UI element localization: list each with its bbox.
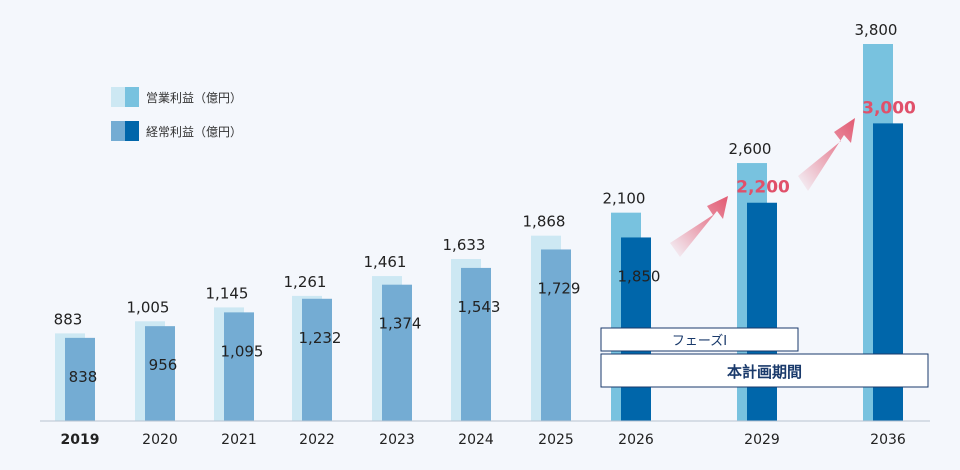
x-tick-label: 2020 — [142, 432, 178, 448]
value-label-ordinary: 1,374 — [379, 315, 422, 333]
plan-annotations: フェーズⅠ 本計画期間 — [600, 327, 929, 388]
value-label-operating: 883 — [54, 310, 83, 328]
value-label-ordinary: 2,200 — [736, 178, 790, 198]
x-tick-label: 2036 — [870, 432, 906, 448]
x-tick-label: 2029 — [744, 432, 780, 448]
value-label-ordinary: 1,232 — [299, 329, 342, 347]
x-tick-label: 2026 — [618, 432, 654, 448]
value-label-ordinary: 1,095 — [221, 342, 264, 360]
value-label-ordinary: 838 — [69, 368, 98, 386]
bar-ordinary — [224, 312, 254, 421]
legend-item-ordinary: 経常利益（億円） — [111, 121, 242, 141]
legend-swatch-ordinary-dark — [125, 121, 139, 141]
legend-swatch-ordinary-light — [111, 121, 125, 141]
bar-ordinary — [382, 284, 412, 421]
growth-arrow-icon — [670, 196, 728, 257]
phase-label: フェーズⅠ — [672, 333, 727, 349]
value-label-operating: 1,461 — [364, 253, 407, 271]
value-label-operating: 1,261 — [284, 273, 327, 291]
bar-ordinary — [145, 326, 175, 421]
bar-ordinary — [461, 267, 491, 421]
value-label-ordinary: 1,850 — [618, 267, 661, 285]
legend-label-operating: 営業利益（億円） — [146, 91, 242, 105]
legend-swatch-operating-dark — [125, 87, 139, 107]
bar-ordinary — [747, 202, 777, 421]
x-tick-label: 2024 — [458, 432, 494, 448]
x-tick-label: 2021 — [221, 432, 257, 448]
plan-period-box — [600, 353, 929, 388]
value-label-ordinary: 3,000 — [862, 98, 916, 118]
value-label-ordinary: 1,543 — [458, 298, 501, 316]
value-label-operating: 1,145 — [206, 284, 249, 302]
x-tick-label: 2025 — [538, 432, 574, 448]
legend-label-ordinary: 経常利益（億円） — [146, 125, 242, 139]
value-label-operating: 1,633 — [443, 236, 486, 254]
phase-box — [600, 327, 799, 352]
value-label-ordinary: 1,729 — [538, 279, 581, 297]
value-label-operating: 2,100 — [603, 190, 646, 208]
growth-arrow-icon — [798, 118, 855, 191]
x-tick-label: 2023 — [379, 432, 415, 448]
value-label-ordinary: 956 — [149, 356, 178, 374]
legend-swatch-operating-light — [111, 87, 125, 107]
bar-ordinary — [541, 249, 571, 421]
plan-period-label: 本計画期間 — [727, 363, 802, 381]
growth-arrows — [670, 118, 855, 257]
value-label-operating: 1,868 — [523, 213, 566, 231]
legend: 営業利益（億円） 経常利益（億円） — [111, 87, 242, 141]
x-tick-label: 2019 — [61, 432, 100, 448]
value-label-operating: 1,005 — [127, 298, 170, 316]
x-tick-label: 2022 — [299, 432, 335, 448]
bar-ordinary — [302, 298, 332, 421]
bar-ordinary — [65, 337, 95, 421]
legend-item-operating: 営業利益（億円） — [111, 87, 242, 107]
value-label-operating: 2,600 — [729, 140, 772, 158]
labels-layer: 883 838 2019 1,005 956 2020 1,145 1,095 2021 1,26… — [54, 21, 916, 448]
value-label-operating: 3,800 — [855, 21, 898, 39]
